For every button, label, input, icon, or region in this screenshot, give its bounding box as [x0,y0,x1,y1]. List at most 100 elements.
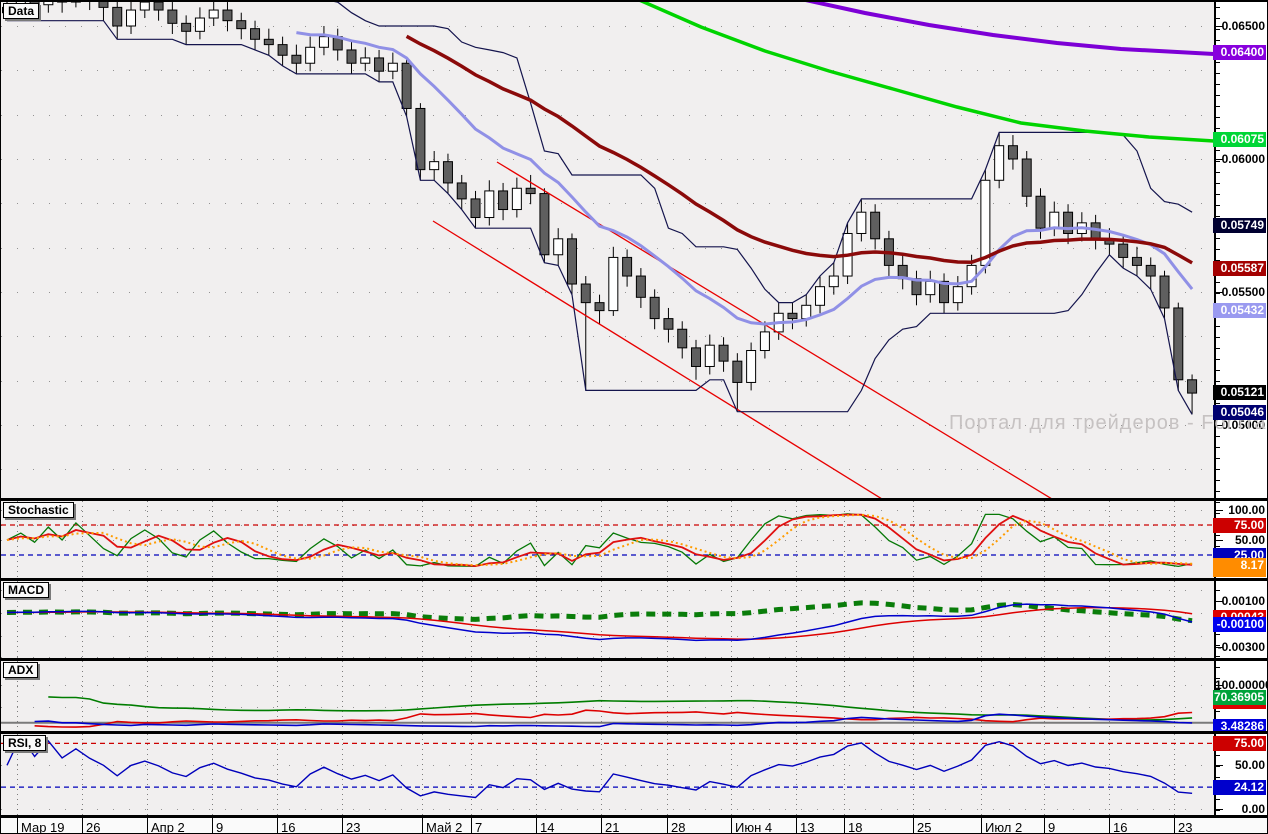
candle-body [787,312,798,320]
panel-label-adx[interactable]: ADX [3,662,39,678]
axis-minor-tick [1216,656,1220,657]
grid-dotted-row [1,765,1214,767]
grid-dotted-column [667,581,668,658]
axis-minor-tick [1216,359,1220,360]
grid-dotted-column [1044,501,1045,578]
panel-label-rsi[interactable]: RSI, 8 [3,735,47,751]
time-axis-label: 16 [281,820,296,834]
candle-body [346,49,357,64]
price-badge: 75.00 [1213,736,1266,751]
candle-body [553,238,564,256]
grid-dotted-column [844,501,845,578]
grid-dotted-row [1,589,1214,591]
grid-dotted-column [536,581,537,658]
axis-minor-tick [1216,678,1220,679]
panel-border [1,731,1267,734]
axis-minor-tick [1216,535,1220,536]
grid-dotted-column [913,734,914,815]
axis-major-tick [1216,765,1223,766]
price-badge: 70.36905 [1213,690,1266,705]
axis-major-tick [1216,26,1223,27]
trendline-1 [432,220,882,498]
axis-minor-tick [1216,634,1220,635]
grid-dotted-column [913,501,914,578]
grid-dotted-column [981,501,982,578]
axis-minor-tick [1216,370,1220,371]
axis-minor-tick [1216,95,1220,96]
time-axis-label: Июл 2 [985,820,1023,834]
time-axis-tick [1109,818,1110,833]
candle-body [374,57,385,72]
axis-minor-tick [1216,326,1220,327]
grid-dotted-row [1,540,1214,541]
axis-minor-tick [1216,711,1220,712]
grid-dotted-column [667,734,668,815]
time-axis-tick [796,818,797,833]
grid-dotted-column [536,734,537,815]
adx-panel[interactable] [1,661,1214,731]
panel-label-data[interactable]: Data [3,3,40,19]
candle-body [635,275,646,298]
candle-body [470,198,481,219]
stochastic-d-line [6,513,1193,567]
axis-major-tick [1216,292,1223,293]
grid-dotted-column [536,501,537,578]
time-axis-tick [844,818,845,833]
candle-body [429,161,440,171]
macd-line [6,603,1193,642]
time-axis-tick [981,818,982,833]
stochastic-slow-line [6,513,1193,568]
candle-body [291,54,302,64]
axis-major-tick [1216,425,1223,426]
grid-dotted-column [1109,734,1110,815]
time-axis-tick [601,818,602,833]
grid-dotted-column [342,734,343,815]
candle-body [456,182,467,200]
grid-dotted-column [471,661,472,731]
time-axis-label: 18 [848,820,863,834]
axis-minor-tick [1216,513,1220,514]
time-axis-label: 16 [1113,820,1128,834]
candle-body [539,193,550,256]
axis-minor-tick [1216,282,1220,283]
grid-dotted-column [913,581,914,658]
candle-body [801,304,812,320]
axis-minor-tick [1216,337,1220,338]
candle-body [566,238,577,285]
candle-body [732,360,743,383]
time-axis-tick [342,818,343,833]
axis-minor-tick [1216,150,1220,151]
price-badge: 75.00 [1213,518,1266,533]
axis-major-tick [1216,647,1223,648]
price-label: 0.00 [1241,802,1265,816]
candle-body [360,57,371,64]
rsi-panel[interactable] [1,734,1214,815]
time-axis-tick [82,818,83,833]
grid-dotted-column [17,734,18,815]
candle-body [1187,379,1198,394]
trendline-2 [496,161,1052,498]
stochastic-panel[interactable] [1,501,1214,578]
time-axis: Мар 19 26 Апр 2 9 16 23 Май 2 7 14 21 28 Июн 4 13 18 2… [1,818,1267,834]
grid-dotted-column [601,734,602,815]
grid-dotted-column [82,501,83,578]
grid-dotted-column [1109,661,1110,731]
minus-di-line [34,709,1193,728]
candle-body [1007,145,1018,160]
grid-dotted-column [17,661,18,731]
price-badge: 24.12 [1213,780,1266,795]
panel-label-stochastic[interactable]: Stochastic [3,502,74,518]
panel-border [1,658,1267,661]
candle-body [1035,195,1046,229]
panel-label-macd[interactable]: MACD [3,582,49,598]
axis-major-tick [1216,685,1223,686]
candle-body [442,161,453,184]
grid-dotted-column [17,581,18,658]
price-label: 0.06000 [1221,152,1265,166]
candle-body [691,347,701,367]
main-chart-panel[interactable] [1,1,1214,498]
macd-panel[interactable] [1,581,1214,658]
grid-dotted-column [796,581,797,658]
price-channel-lower-line [7,20,1193,415]
candle-body [759,331,770,352]
